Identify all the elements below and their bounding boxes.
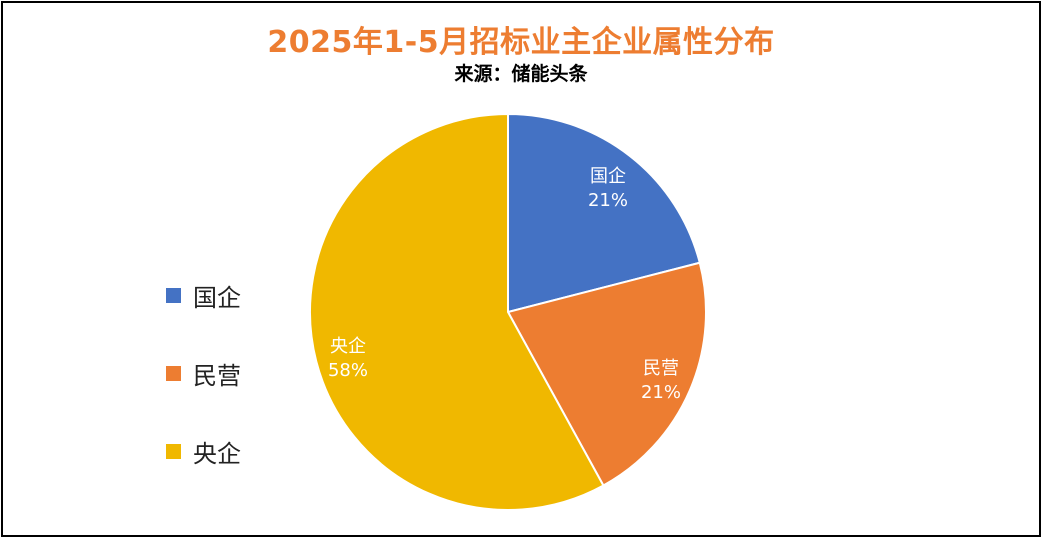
legend-swatch <box>166 365 181 381</box>
slice-category-label-3: 央企 <box>330 336 366 357</box>
pie-slice-1 <box>507 112 701 314</box>
pie-slice-2 <box>506 261 707 487</box>
slice-value-label-2: 21% <box>641 382 681 403</box>
slice-category-label-1: 国企 <box>590 166 626 187</box>
chart-title: 2025年1-5月招标业主企业属性分布 <box>267 25 775 60</box>
slice-value-label-1: 21% <box>588 190 628 211</box>
pie-slice-3 <box>309 112 605 511</box>
slice-category-label-2: 民营 <box>643 358 679 379</box>
legend-item-2: 民营 <box>166 358 241 390</box>
chart-subtitle: 来源：储能头条 <box>454 63 588 85</box>
legend-swatch <box>166 287 181 303</box>
legend-label: 国企 <box>193 283 241 312</box>
legend-label: 民营 <box>193 361 241 390</box>
legend-item-1: 国企 <box>166 280 241 312</box>
legend-item-3: 央企 <box>166 436 241 468</box>
legend-swatch <box>166 443 181 459</box>
legend-label: 央企 <box>193 439 241 468</box>
slice-value-label-3: 58% <box>328 360 368 381</box>
